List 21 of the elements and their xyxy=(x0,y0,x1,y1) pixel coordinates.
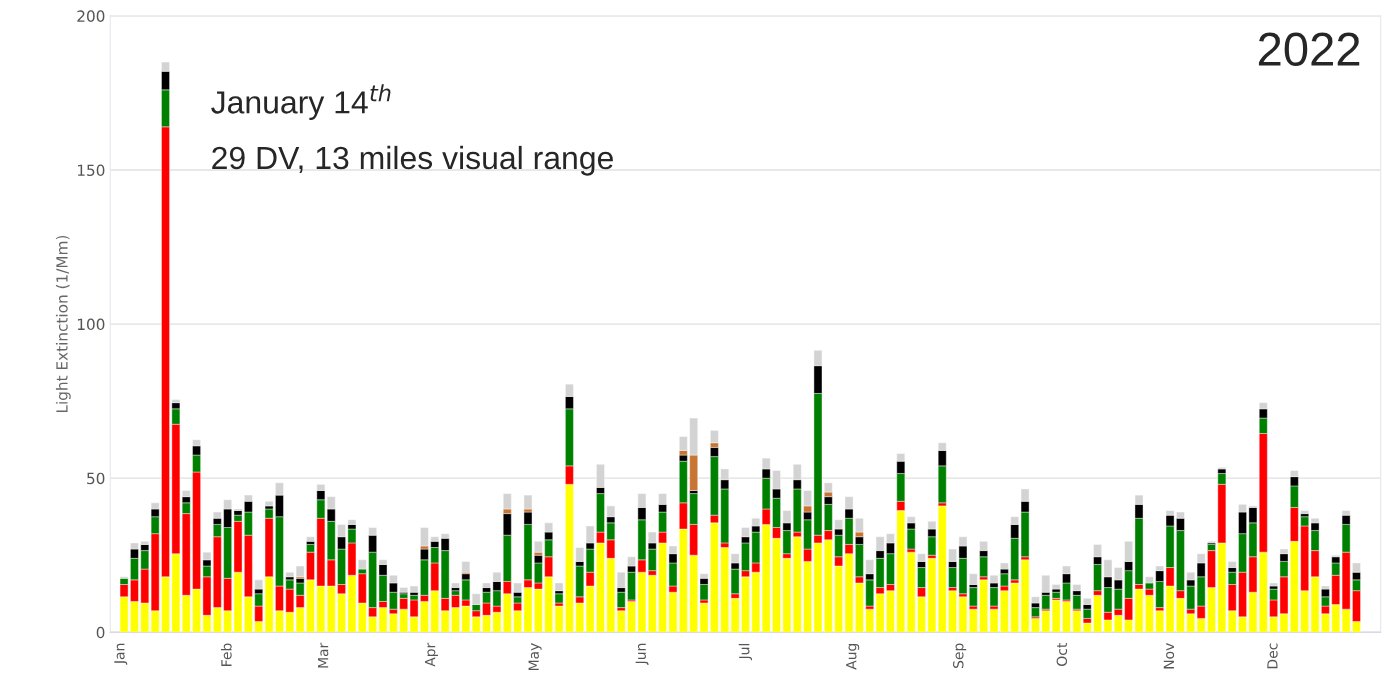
x-tick-label: Apr xyxy=(425,642,439,667)
annotation: January 14$^{th}$ xyxy=(211,84,391,120)
x-tick-label: Feb xyxy=(220,643,232,666)
annotation: 29 DV, 13 miles visual range xyxy=(212,145,613,176)
x-tick-label: Sep xyxy=(953,643,967,668)
x-tick-label: Jan xyxy=(114,643,128,665)
y-tick-label: 50 xyxy=(87,472,105,485)
x-tick-label: Nov xyxy=(1163,643,1175,669)
y-axis-title: Light Extinction (1/Mm) xyxy=(55,235,71,413)
y-tick-label: 100 xyxy=(77,318,105,331)
y-tick-label: 0 xyxy=(96,626,105,639)
x-tick-label: Oct xyxy=(1056,643,1068,666)
x-tick-label: Dec xyxy=(1267,643,1278,669)
x-tick-label: Mar xyxy=(318,642,329,668)
y-tick-label: 150 xyxy=(77,164,105,177)
chart-title: 2022 xyxy=(1258,32,1360,66)
x-tick-label: Jul xyxy=(738,643,753,661)
x-tick-label: Jun xyxy=(635,643,649,666)
y-tick-label: 200 xyxy=(77,10,105,22)
x-tick-label: Aug xyxy=(846,643,860,670)
x-tick-label: May xyxy=(528,643,542,671)
